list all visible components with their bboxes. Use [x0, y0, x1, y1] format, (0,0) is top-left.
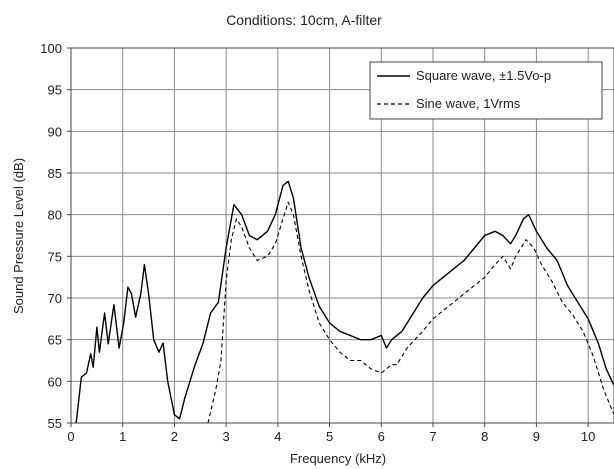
x-tick-label: 10	[581, 429, 595, 444]
y-tick-label: 85	[48, 166, 62, 181]
legend-label-sine: Sine wave, 1Vrms	[416, 96, 521, 111]
chart-title: Conditions: 10cm, A-filter	[226, 12, 382, 28]
y-tick-label: 55	[48, 416, 62, 431]
y-tick-label: 60	[48, 374, 62, 389]
legend: Square wave, ±1.5Vo-p Sine wave, 1Vrms	[369, 61, 603, 120]
y-tick-label: 80	[48, 208, 62, 223]
y-tick-label: 70	[48, 291, 62, 306]
x-tick-label: 6	[378, 429, 385, 444]
x-tick-label: 1	[119, 429, 126, 444]
legend-label-square: Square wave, ±1.5Vo-p	[416, 68, 551, 83]
x-tick-label: 7	[429, 429, 436, 444]
x-tick-labels: 0 1 2 3 4 5 6 7 8 9 10	[67, 429, 595, 444]
series-line-square-wave	[75, 180, 614, 424]
x-axis-title: Frequency (kHz)	[290, 451, 386, 466]
x-tick-label: 2	[171, 429, 178, 444]
y-tick-label: 90	[48, 124, 62, 139]
y-tick-label: 65	[48, 333, 62, 348]
x-tick-label: 0	[67, 429, 74, 444]
y-tick-label: 95	[48, 83, 62, 98]
y-axis-title: Sound Pressure Level (dB)	[11, 158, 26, 314]
y-tick-labels: 55 60 65 70 75 80 85 90 95 100	[40, 41, 62, 431]
y-tick-label: 75	[48, 249, 62, 264]
legend-box	[369, 61, 603, 120]
plot-frame	[70, 47, 614, 424]
series-layer	[75, 180, 614, 424]
x-tick-label: 4	[274, 429, 281, 444]
y-tick-label: 100	[40, 41, 62, 56]
x-tick-label: 9	[533, 429, 540, 444]
x-tick-label: 8	[481, 429, 488, 444]
x-tick-label: 3	[223, 429, 230, 444]
x-tick-label: 5	[326, 429, 333, 444]
series-line-sine-wave	[207, 201, 614, 424]
